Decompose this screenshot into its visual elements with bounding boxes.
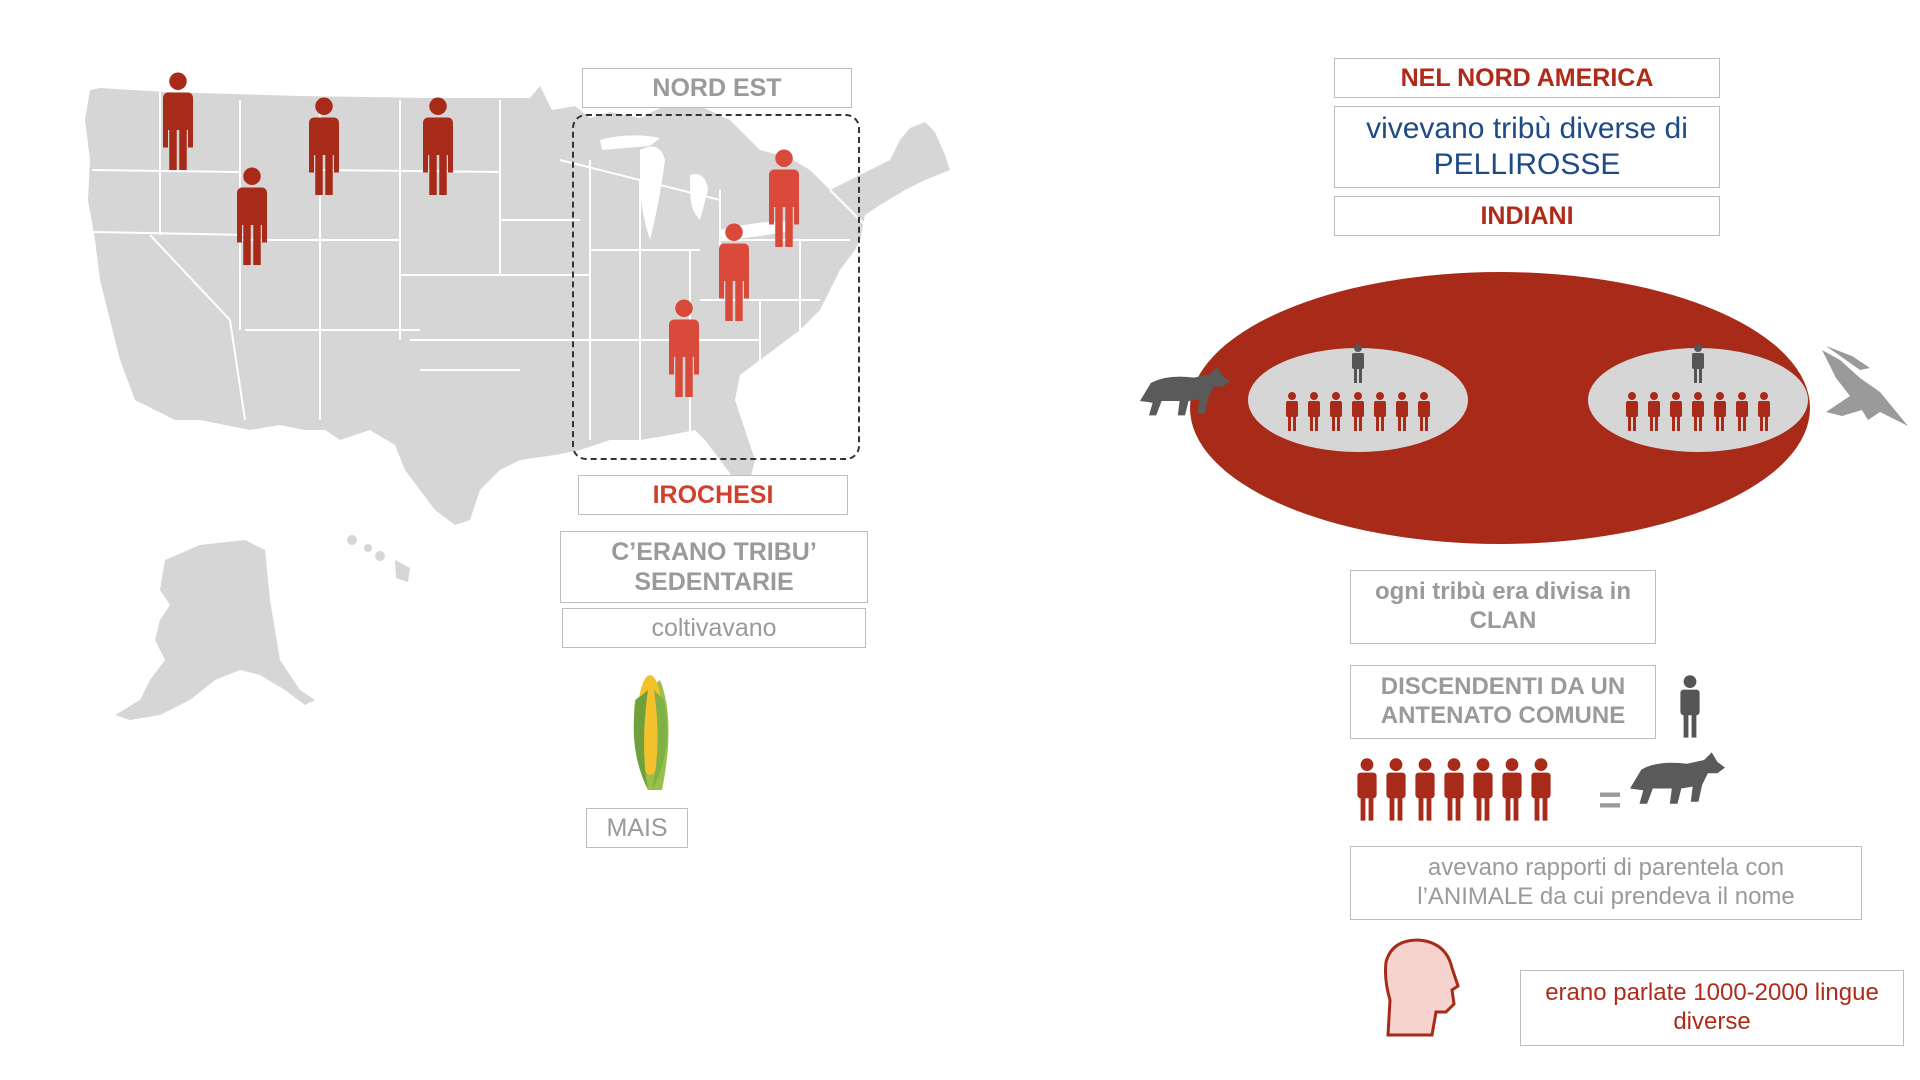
subheading: vivevano tribù diverse di PELLIROSSE <box>1334 106 1720 188</box>
cultivated-label: coltivavano <box>562 608 866 648</box>
northeast-highlight <box>572 114 860 460</box>
eagle-icon <box>1822 346 1908 426</box>
clan-members-row <box>1357 758 1551 821</box>
tribe-ellipse <box>1190 272 1810 544</box>
ancestor-icon-large <box>1680 675 1700 738</box>
head-icon <box>1384 938 1460 1037</box>
equals-sign: = <box>1598 778 1622 822</box>
descendants-text: DISCENDENTI DA UN ANTENATO COMUNE <box>1350 665 1656 739</box>
sedentary-label: C’ERANO TRIBU’ SEDENTARIE <box>560 531 868 603</box>
region-label: NORD EST <box>582 68 852 108</box>
clan-text: ogni tribù era divisa in CLAN <box>1350 570 1656 644</box>
indians-label: INDIANI <box>1334 196 1720 236</box>
tribe-label: IROCHESI <box>578 475 848 515</box>
heading: NEL NORD AMERICA <box>1334 58 1720 98</box>
crop-label: MAIS <box>586 808 688 848</box>
languages-text: erano parlate 1000-2000 lingue diverse <box>1520 970 1904 1046</box>
corn-icon <box>633 675 669 790</box>
kinship-text: avevano rapporti di parentela con l’ANIM… <box>1350 846 1862 920</box>
alaska-hawaii <box>115 535 410 720</box>
wolf-icon-large <box>1630 752 1725 804</box>
